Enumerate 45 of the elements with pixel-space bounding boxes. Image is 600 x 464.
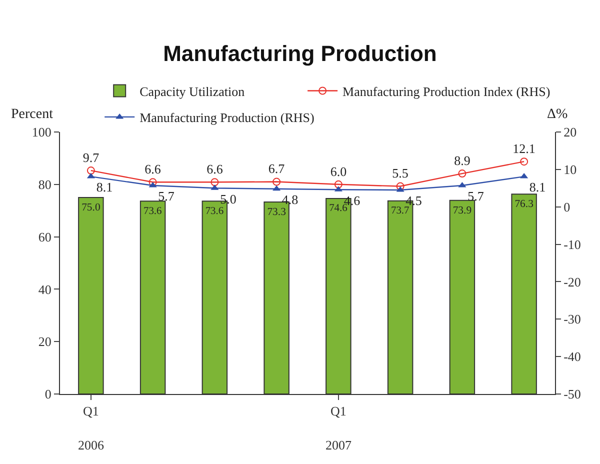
- y2-tick-label: -10: [564, 236, 581, 252]
- data-label: 74.6: [329, 203, 348, 214]
- data-label: 73.3: [267, 206, 286, 218]
- data-label: 73.9: [452, 204, 472, 216]
- data-label: 6.6: [144, 162, 162, 177]
- y2-axis-title: Δ%: [547, 107, 568, 122]
- data-label: 8.1: [96, 180, 113, 195]
- data-label: 6.6: [206, 162, 224, 177]
- category-label: Q1 2006: [78, 404, 104, 452]
- data-label: 4.8: [282, 192, 298, 208]
- data-label: 8.1: [529, 180, 546, 195]
- y2-tick-label: -50: [564, 386, 581, 402]
- data-label: 73.6: [205, 206, 224, 217]
- y2-tick-label: 0: [564, 199, 570, 214]
- y-tick-label: 40: [38, 282, 52, 297]
- y2-tick-label: -30: [564, 312, 581, 327]
- data-label: 5.7: [158, 188, 175, 204]
- data-label: 73.6: [143, 206, 162, 217]
- data-label: 9.7: [82, 150, 100, 165]
- data-label: 75.0: [82, 201, 100, 214]
- y2-tick-label: -40: [564, 349, 581, 364]
- data-label: 8.9: [454, 152, 470, 168]
- y-axis-title: Percent: [11, 107, 54, 122]
- y2-tick-label: 20: [564, 124, 577, 140]
- data-label: 12.1: [512, 140, 536, 156]
- y-tick-label: 20: [38, 334, 52, 350]
- data-label: 73.7: [390, 206, 410, 217]
- data-label: 6.7: [268, 161, 286, 176]
- y-tick-label: 80: [38, 176, 52, 192]
- legend-label: Manufacturing Production (RHS): [140, 110, 314, 126]
- category-label: Q1 2007: [325, 404, 352, 452]
- legend-label: Capacity Utilization: [140, 84, 246, 99]
- y2-tick-label: 10: [564, 162, 577, 177]
- data-label: 5.7: [468, 188, 484, 204]
- data-label: 76.3: [514, 198, 534, 210]
- data-label: 5.5: [392, 166, 408, 181]
- y2-tick-label: -20: [564, 274, 581, 290]
- data-label: 4.5: [406, 193, 422, 208]
- legend-label: Manufacturing Production Index (RHS): [342, 84, 550, 99]
- y-tick-label: 0: [44, 386, 52, 402]
- y-tick-label: 100: [32, 124, 52, 140]
- y-tick-label: 60: [38, 229, 52, 244]
- chart-title: Manufacturing Production: [163, 41, 437, 66]
- data-label: 6.0: [330, 164, 347, 179]
- data-label: 5.0: [220, 191, 236, 206]
